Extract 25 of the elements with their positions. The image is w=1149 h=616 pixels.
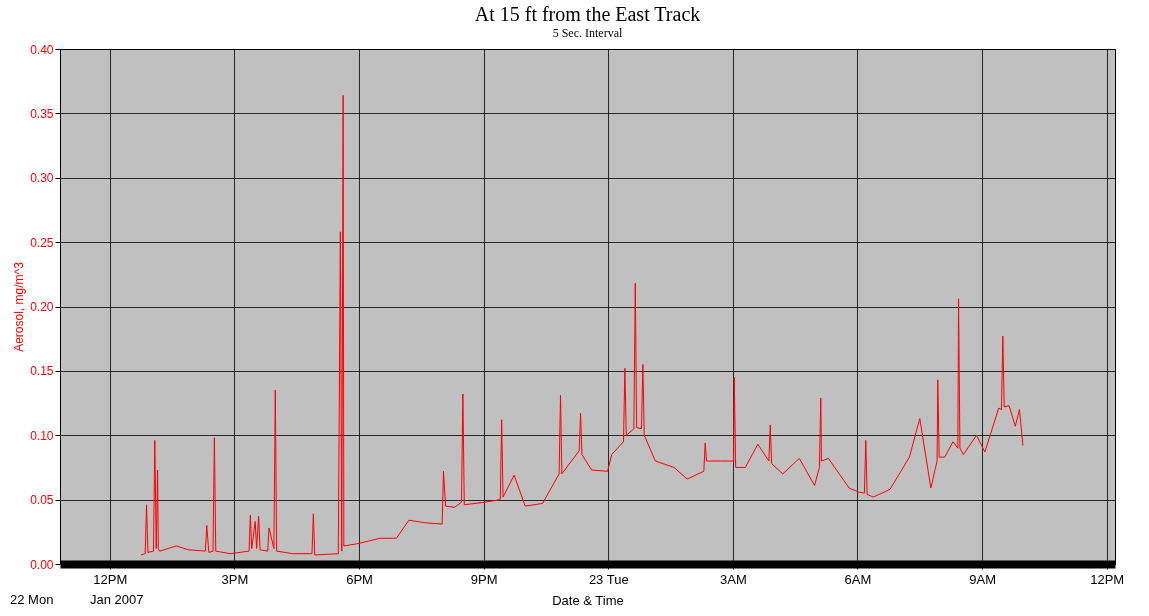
- y-tick-label: 0.35: [30, 106, 54, 121]
- y-tick-label: 0.30: [30, 171, 54, 186]
- x-tick-label: 6PM: [346, 571, 373, 587]
- x-axis-title: Date & Time: [552, 592, 624, 608]
- chart-subtitle: 5 Sec. Interval: [552, 26, 623, 40]
- x-tick-label: 9PM: [470, 571, 498, 587]
- x-tick-label: 23 Tue: [588, 571, 629, 587]
- y-tick-label: 0.00: [30, 557, 54, 572]
- y-tick-label: 0.40: [30, 42, 54, 57]
- chart-title: At 15 ft from the East Track: [474, 3, 701, 25]
- x-tick-label: 12PM: [1090, 571, 1125, 587]
- x-tick-label: 9AM: [969, 571, 996, 587]
- x-tick-label: 12PM: [93, 571, 128, 587]
- y-tick-label: 0.15: [30, 364, 54, 379]
- text: 22 Mon: [10, 592, 54, 607]
- y-tick-label: 0.25: [30, 235, 54, 250]
- y-axis-title: Aerosol, mg/m^3: [12, 261, 27, 352]
- x-tick-label: 3PM: [221, 571, 249, 587]
- y-tick-label: 0.10: [30, 428, 54, 443]
- y-tick-label: 0.20: [30, 300, 54, 314]
- x-tick-label: 6AM: [844, 571, 872, 587]
- text: Jan 2007: [90, 592, 144, 607]
- line-series: [140, 94, 1024, 556]
- x-tick-label: 3AM: [720, 571, 747, 587]
- y-tick-label: 0.05: [30, 493, 54, 508]
